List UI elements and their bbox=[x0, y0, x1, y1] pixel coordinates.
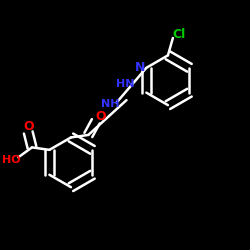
Text: N: N bbox=[135, 61, 145, 74]
Text: NH: NH bbox=[101, 99, 119, 109]
Text: HN: HN bbox=[116, 79, 134, 89]
Text: Cl: Cl bbox=[172, 28, 186, 41]
Text: O: O bbox=[23, 120, 34, 134]
Text: O: O bbox=[95, 110, 106, 123]
Text: HO: HO bbox=[2, 155, 20, 165]
